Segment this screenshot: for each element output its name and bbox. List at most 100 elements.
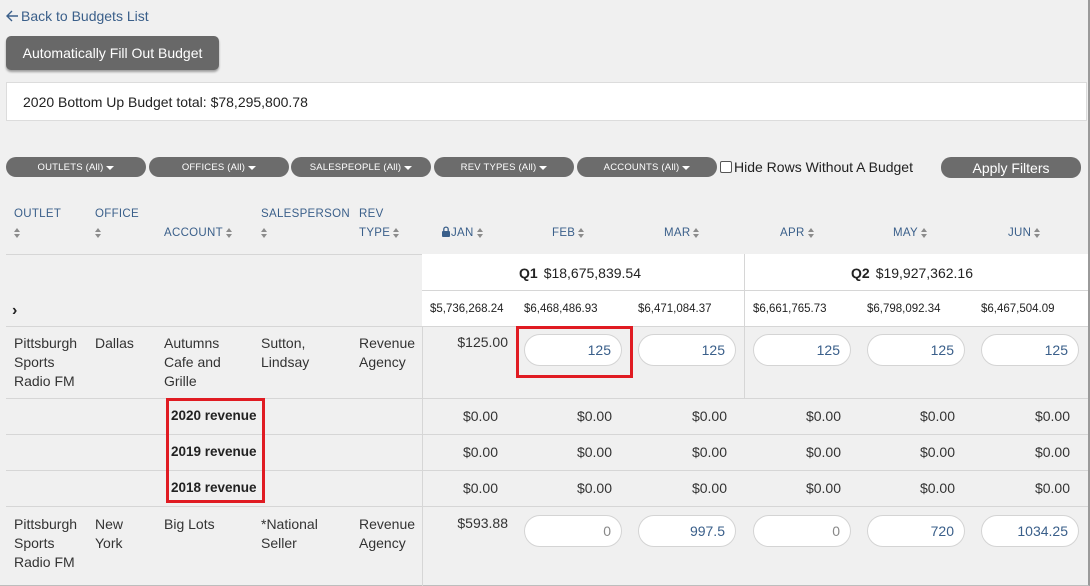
hide-rows-checkbox[interactable] bbox=[720, 161, 732, 173]
sort-icon bbox=[920, 227, 928, 238]
back-link-label: Back to Budgets List bbox=[21, 8, 149, 24]
column-header-apr[interactable]: APR bbox=[780, 224, 815, 243]
revenue-row-label: 2019 revenue bbox=[171, 444, 257, 459]
column-feb-label: FEB bbox=[552, 227, 576, 239]
budget-total-text: 2020 Bottom Up Budget total: $78,295,800… bbox=[23, 93, 308, 110]
column-apr-label: APR bbox=[780, 227, 805, 239]
budget-input-feb[interactable]: 125 bbox=[524, 334, 622, 366]
caret-down-icon bbox=[404, 165, 413, 170]
sort-icon bbox=[14, 227, 21, 238]
row-outlet: Pittsburgh Sports Radio FM bbox=[14, 335, 78, 389]
outlets-filter-label: OUTLETS (All) bbox=[37, 161, 104, 173]
budget-input-feb[interactable]: 0 bbox=[524, 515, 622, 547]
budget-input-mar[interactable]: 997.5 bbox=[638, 515, 736, 547]
quarter-q2-label: Q2 bbox=[851, 265, 870, 281]
month-total-feb: $6,468,486.93 bbox=[524, 303, 598, 315]
budget-input-apr[interactable]: 0 bbox=[753, 515, 851, 547]
revenue-value: $0.00 bbox=[691, 408, 727, 424]
budget-input-may[interactable]: 125 bbox=[867, 334, 965, 366]
sort-icon bbox=[578, 227, 585, 238]
column-header-outlet[interactable]: OUTLET bbox=[14, 205, 61, 243]
column-header-account[interactable]: ACCOUNT bbox=[164, 224, 233, 243]
sort-icon bbox=[393, 227, 400, 238]
offices-filter-label: OFFICES (All) bbox=[181, 161, 246, 173]
column-header-rev-type[interactable]: REV TYPE bbox=[359, 205, 400, 243]
sort-icon bbox=[1034, 227, 1041, 238]
revenue-value: $0.00 bbox=[576, 408, 612, 424]
revenue-value: $0.00 bbox=[919, 480, 955, 496]
row-account: Big Lots bbox=[164, 516, 215, 532]
column-header-may[interactable]: MAY bbox=[893, 224, 928, 243]
offices-filter-dropdown[interactable]: OFFICES (All) bbox=[149, 157, 289, 177]
budget-input-mar[interactable]: 125 bbox=[638, 334, 736, 366]
month-total-jun: $6,467,504.09 bbox=[981, 303, 1055, 315]
rev-types-filter-dropdown[interactable]: REV TYPES (All) bbox=[434, 157, 574, 177]
sort-icon bbox=[693, 227, 700, 238]
auto-fill-budget-button[interactable]: Automatically Fill Out Budget bbox=[6, 36, 219, 70]
divider bbox=[6, 434, 1088, 435]
budget-input-jun[interactable]: 125 bbox=[981, 334, 1079, 366]
revenue-value: $0.00 bbox=[576, 480, 612, 496]
revenue-value: $0.00 bbox=[462, 408, 498, 424]
revenue-value: $0.00 bbox=[462, 444, 498, 460]
revenue-value: $0.00 bbox=[805, 480, 841, 496]
row-outlet: Pittsburgh Sports Radio FM bbox=[14, 516, 78, 570]
divider bbox=[6, 398, 1088, 399]
quarter-q1-total: $18,675,839.54 bbox=[543, 265, 642, 281]
sort-icon bbox=[95, 227, 102, 238]
back-to-budgets-link[interactable]: Back to Budgets List bbox=[6, 8, 149, 24]
salespeople-filter-dropdown[interactable]: SALESPEOPLE (All) bbox=[291, 157, 431, 177]
column-header-jan[interactable]: JAN bbox=[441, 224, 484, 243]
sort-icon bbox=[225, 227, 233, 238]
month-total-jan: $5,736,268.24 bbox=[430, 303, 504, 315]
quarter-q2-summary: Q2 $19,927,362.16 bbox=[851, 265, 973, 281]
budget-input-apr[interactable]: 125 bbox=[753, 334, 851, 366]
divider bbox=[422, 290, 1088, 291]
hide-rows-toggle[interactable]: Hide Rows Without A Budget bbox=[720, 159, 913, 175]
rev-types-filter-label: REV TYPES (All) bbox=[460, 161, 537, 173]
revenue-value: $0.00 bbox=[1034, 408, 1070, 424]
column-header-mar[interactable]: MAR bbox=[664, 224, 700, 243]
column-may-label: MAY bbox=[893, 227, 918, 239]
budget-input-jun[interactable]: 1034.25 bbox=[981, 515, 1079, 547]
highlight-box bbox=[166, 398, 265, 503]
caret-down-icon bbox=[682, 165, 691, 170]
column-jan-label: JAN bbox=[451, 227, 474, 239]
outlets-filter-dropdown[interactable]: OUTLETS (All) bbox=[6, 157, 146, 177]
column-salesperson-label: SALESPERSON bbox=[261, 208, 350, 220]
column-header-office[interactable]: OFFICE bbox=[95, 205, 139, 243]
column-office-label: OFFICE bbox=[95, 208, 139, 220]
salespeople-filter-label: SALESPEOPLE (All) bbox=[309, 161, 402, 173]
revenue-value: $0.00 bbox=[691, 444, 727, 460]
apply-filters-button[interactable]: Apply Filters bbox=[941, 157, 1081, 178]
column-rev-label: REV bbox=[359, 208, 384, 220]
divider bbox=[6, 470, 1088, 471]
row-salesperson: *National Seller bbox=[261, 516, 318, 551]
sort-icon bbox=[807, 227, 815, 238]
row-rev-type: Revenue Agency bbox=[359, 335, 416, 370]
caret-down-icon bbox=[106, 165, 115, 170]
expand-chevron-icon[interactable]: › bbox=[12, 302, 18, 319]
column-outlet-label: OUTLET bbox=[14, 208, 62, 220]
accounts-filter-dropdown[interactable]: ACCOUNTS (All) bbox=[577, 157, 717, 177]
column-jun-label: JUN bbox=[1008, 227, 1032, 239]
column-header-jun[interactable]: JUN bbox=[1008, 224, 1041, 243]
row-office: Dallas bbox=[95, 335, 134, 351]
lock-icon bbox=[442, 226, 450, 237]
revenue-value: $0.00 bbox=[1034, 444, 1070, 460]
sort-icon bbox=[261, 227, 268, 238]
sort-icon bbox=[476, 227, 484, 238]
revenue-value: $0.00 bbox=[919, 444, 955, 460]
column-header-feb[interactable]: FEB bbox=[552, 224, 585, 243]
row-jan-value: $125.00 bbox=[457, 334, 508, 350]
column-header-salesperson[interactable]: SALESPERSON bbox=[261, 205, 350, 243]
revenue-value: $0.00 bbox=[691, 480, 727, 496]
highlight-box bbox=[516, 326, 633, 378]
row-account: Autumns Cafe and Grille bbox=[164, 335, 221, 389]
row-office: New York bbox=[95, 516, 124, 551]
revenue-value: $0.00 bbox=[919, 408, 955, 424]
column-account-label: ACCOUNT bbox=[164, 227, 223, 239]
budget-input-may[interactable]: 720 bbox=[867, 515, 965, 547]
divider bbox=[6, 506, 1088, 507]
revenue-value: $0.00 bbox=[805, 444, 841, 460]
